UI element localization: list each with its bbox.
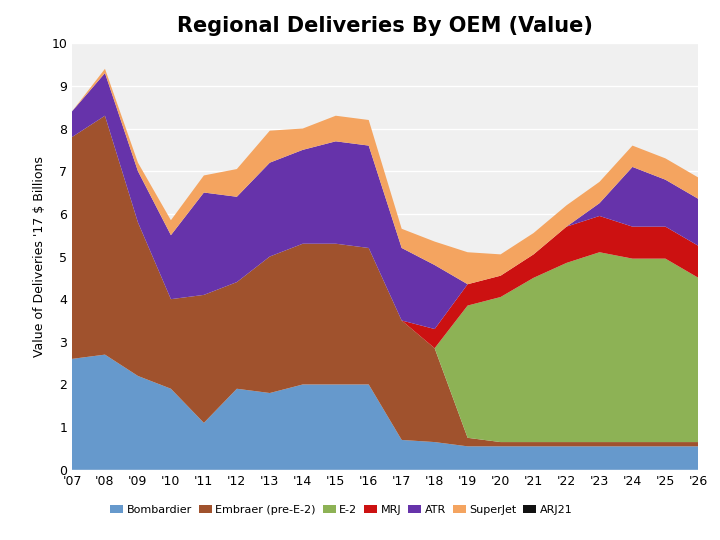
Title: Regional Deliveries By OEM (Value): Regional Deliveries By OEM (Value): [177, 16, 593, 36]
Legend: Bombardier, Embraer (pre-E-2), E-2, MRJ, ATR, SuperJet, ARJ21: Bombardier, Embraer (pre-E-2), E-2, MRJ,…: [106, 501, 577, 519]
Y-axis label: Value of Deliveries '17 $ Billions: Value of Deliveries '17 $ Billions: [32, 156, 45, 357]
